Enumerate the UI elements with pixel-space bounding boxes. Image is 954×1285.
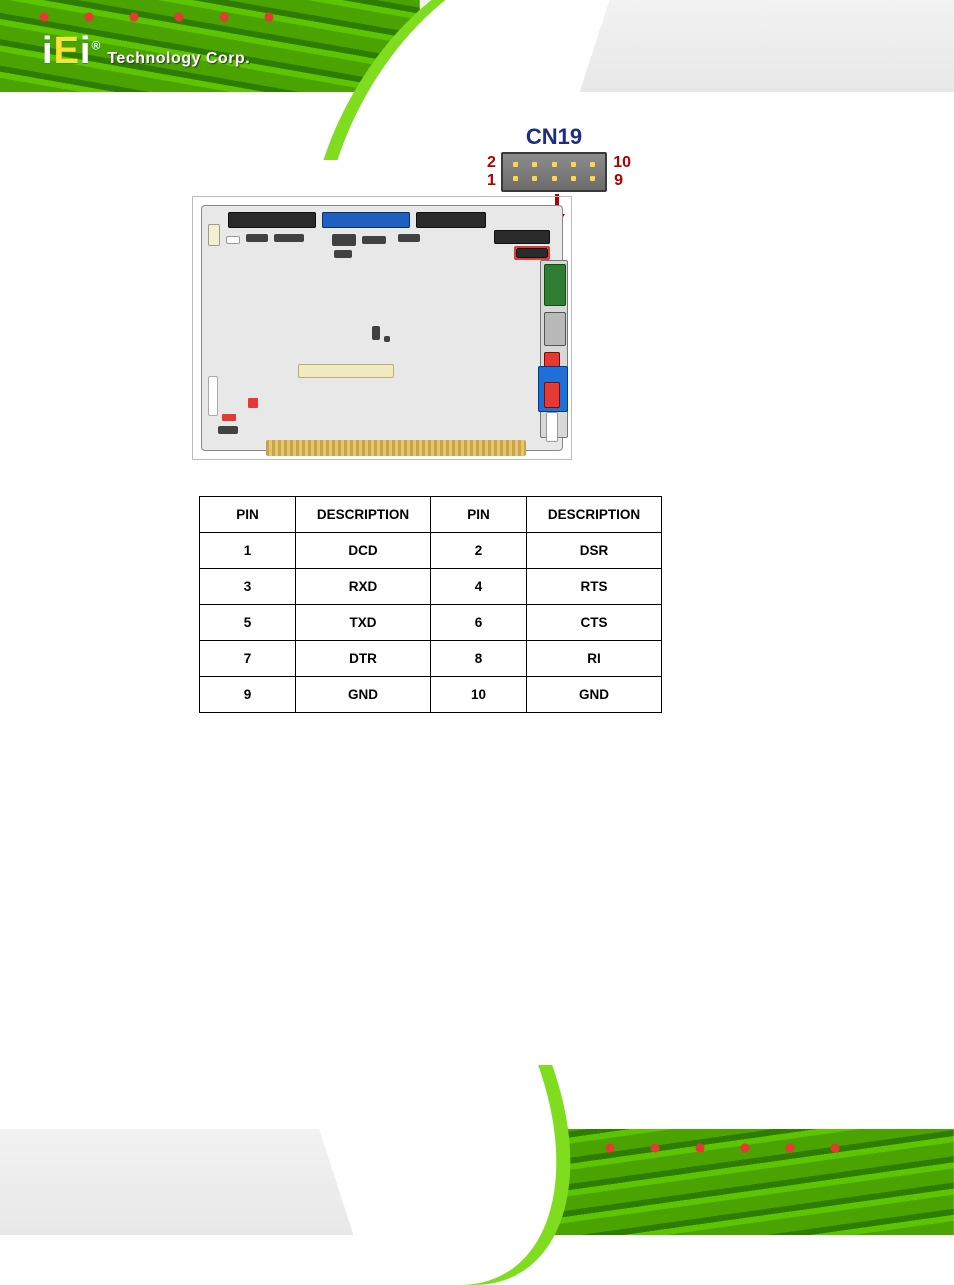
pin-header xyxy=(274,234,304,242)
serial-port xyxy=(544,264,566,306)
pcb-board xyxy=(201,205,563,451)
pin-header xyxy=(218,426,238,434)
cell: 10 xyxy=(431,677,527,713)
table-row: 5 TXD 6 CTS xyxy=(200,605,662,641)
pin-strip xyxy=(546,412,558,442)
cell: TXD xyxy=(296,605,431,641)
pin-label-bottom-left: 1 xyxy=(487,172,496,190)
cell: RI xyxy=(527,641,662,677)
table-row: 9 GND 10 GND xyxy=(200,677,662,713)
jumper-red xyxy=(222,414,236,421)
brand-logo: iEi® Technology Corp. xyxy=(42,30,250,73)
pinout-table: PIN DESCRIPTION PIN DESCRIPTION 1 DCD 2 … xyxy=(199,496,662,713)
pin-row xyxy=(513,162,595,168)
cell: RXD xyxy=(296,569,431,605)
pin-header xyxy=(398,234,420,242)
col-header: PIN xyxy=(431,497,527,533)
brand-mark: iEi® xyxy=(42,30,101,73)
table-body: 1 DCD 2 DSR 3 RXD 4 RTS 5 TXD 6 CTS 7 DT… xyxy=(200,533,662,713)
pin-label-top-right: 10 xyxy=(613,154,631,172)
cell: GND xyxy=(296,677,431,713)
pin-label-top-left: 2 xyxy=(487,154,496,172)
cell: 7 xyxy=(200,641,296,677)
header-black xyxy=(516,248,548,258)
chip-icon xyxy=(384,336,390,342)
port-red xyxy=(544,382,560,408)
cell: 4 xyxy=(431,569,527,605)
table-row: 7 DTR 8 RI xyxy=(200,641,662,677)
pin-strip xyxy=(208,376,218,416)
table-row: 3 RXD 4 RTS xyxy=(200,569,662,605)
port-gray xyxy=(544,312,566,346)
pin-header xyxy=(332,234,356,246)
cell: 2 xyxy=(431,533,527,569)
cell: 8 xyxy=(431,641,527,677)
small-header xyxy=(226,236,240,244)
cell: 3 xyxy=(200,569,296,605)
connector-callout: CN19 2 1 10 9 xyxy=(484,124,624,192)
cell: DSR xyxy=(527,533,662,569)
header-black xyxy=(416,212,486,228)
cell: RTS xyxy=(527,569,662,605)
pin-header xyxy=(334,250,352,258)
chip-icon xyxy=(372,326,380,340)
header-black xyxy=(228,212,316,228)
pcb-diagram xyxy=(192,196,572,460)
brand-tagline: Technology Corp. xyxy=(107,50,250,68)
cell: DCD xyxy=(296,533,431,569)
footer-band xyxy=(0,1129,954,1235)
col-header: DESCRIPTION xyxy=(527,497,662,533)
cell: 1 xyxy=(200,533,296,569)
cell: CTS xyxy=(527,605,662,641)
table-row: 1 DCD 2 DSR xyxy=(200,533,662,569)
cell: 6 xyxy=(431,605,527,641)
jumper-red xyxy=(248,398,258,408)
footer-curve xyxy=(298,1065,609,1285)
pin-row xyxy=(513,176,595,182)
header-black xyxy=(494,230,550,244)
cell: GND xyxy=(527,677,662,713)
header-band: iEi® Technology Corp. xyxy=(0,0,954,92)
slot-yellow xyxy=(298,364,394,378)
connector-icon: 2 1 10 9 xyxy=(501,152,607,192)
cell: 5 xyxy=(200,605,296,641)
col-header: PIN xyxy=(200,497,296,533)
power-connector xyxy=(208,224,220,246)
cell: 9 xyxy=(200,677,296,713)
table-head: PIN DESCRIPTION PIN DESCRIPTION xyxy=(200,497,662,533)
pin-header xyxy=(246,234,268,242)
col-header: DESCRIPTION xyxy=(296,497,431,533)
edge-connector xyxy=(266,440,526,456)
connector-label: CN19 xyxy=(484,124,624,150)
cell: DTR xyxy=(296,641,431,677)
pin-header xyxy=(362,236,386,244)
header-blue xyxy=(322,212,410,228)
pin-label-bottom-right: 9 xyxy=(614,172,623,190)
